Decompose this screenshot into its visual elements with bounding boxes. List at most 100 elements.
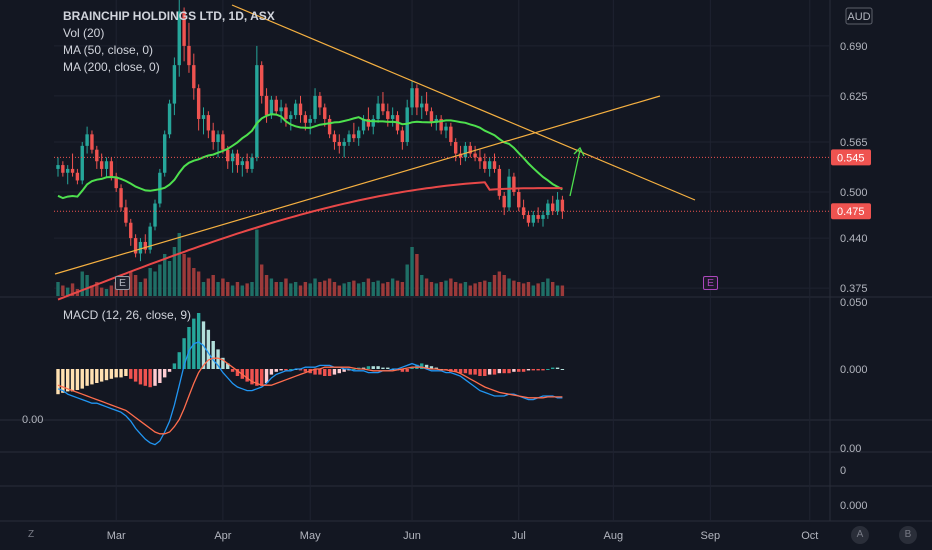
candle-body xyxy=(420,103,424,108)
volume-bar xyxy=(454,282,458,296)
macd-histogram-bar xyxy=(526,369,531,371)
macd-histogram-bar xyxy=(70,369,75,392)
candle-body xyxy=(138,241,143,254)
volume-bar xyxy=(279,282,283,296)
candle-body xyxy=(221,134,225,150)
candle-body xyxy=(560,199,565,212)
candle-body xyxy=(245,161,249,169)
volume-bar xyxy=(95,282,99,296)
macd-histogram-bar xyxy=(196,313,201,369)
candle-body xyxy=(478,157,482,162)
volume-bar xyxy=(415,254,419,296)
volume-bar xyxy=(196,271,201,296)
macd-histogram-bar xyxy=(235,369,240,376)
candle-body xyxy=(512,176,516,192)
macd-histogram-bar xyxy=(347,369,351,371)
macd-histogram-bar xyxy=(366,366,371,369)
volume-bar xyxy=(526,282,531,296)
candle-body xyxy=(158,172,162,204)
candle-body xyxy=(230,153,235,162)
candle-body xyxy=(274,99,278,112)
candle-body xyxy=(541,215,545,219)
descending-trendline xyxy=(231,4,696,201)
candle-body xyxy=(163,134,167,173)
zoom-button[interactable]: Z xyxy=(27,529,35,540)
candle-body xyxy=(187,45,191,66)
candle-body xyxy=(104,161,109,169)
time-tick-label: Jun xyxy=(403,530,421,542)
macd-histogram-bar xyxy=(216,349,220,369)
candle-body xyxy=(444,126,448,131)
ma200-line xyxy=(57,181,563,301)
candle-body xyxy=(109,161,114,177)
volume-bar xyxy=(390,278,395,296)
macd-histogram-bar xyxy=(177,352,181,369)
macd-histogram-bar xyxy=(478,369,482,376)
candle-body xyxy=(99,161,104,169)
candle-body xyxy=(269,99,274,116)
candle-body xyxy=(308,118,312,123)
candle-body xyxy=(390,115,395,119)
volume-bar xyxy=(61,285,65,296)
earnings-marker-past[interactable]: E xyxy=(115,276,131,290)
macd-histogram-bar xyxy=(75,369,80,390)
macd-histogram-bar xyxy=(551,367,555,369)
candle-body xyxy=(196,88,201,119)
candle-body xyxy=(507,176,511,208)
price-tick-label: 0.500 xyxy=(840,187,868,199)
candle-body xyxy=(536,215,540,219)
macd-tick-label: 0.00 xyxy=(840,443,861,455)
candle-body xyxy=(279,107,283,112)
scale-mode-button[interactable]: B xyxy=(899,526,917,544)
auto-scale-button[interactable]: A xyxy=(851,526,869,544)
candle-body xyxy=(70,168,75,173)
candle-body xyxy=(318,95,322,108)
macd-histogram-bar xyxy=(458,369,463,374)
indicator-volume[interactable]: Vol (20) xyxy=(63,26,105,40)
grid-lines xyxy=(0,0,932,522)
candle-body xyxy=(61,165,65,173)
candle-body xyxy=(332,134,337,143)
macd-histogram-bar xyxy=(473,369,477,375)
volume-bar xyxy=(361,282,366,296)
volume-bar xyxy=(434,283,438,296)
candle-body xyxy=(487,161,492,169)
candle-body xyxy=(376,103,380,119)
macd-histogram-bar xyxy=(211,341,215,369)
chart-legend: BRAINCHIP HOLDINGS LTD, 1D, ASX Vol (20)… xyxy=(63,8,275,76)
indicator-ma50[interactable]: MA (50, close, 0) xyxy=(63,43,154,57)
macd-histogram-bar xyxy=(386,367,390,369)
macd-tick-label: 0.000 xyxy=(840,364,868,376)
earnings-marker-future[interactable]: E xyxy=(703,276,719,290)
macd-histogram-bar xyxy=(507,369,511,374)
time-tick-label: Mar xyxy=(107,530,126,542)
moving-averages xyxy=(57,113,563,301)
volume-bar xyxy=(192,268,196,296)
macd-histogram-bar xyxy=(313,369,317,375)
volume-bar xyxy=(177,233,181,296)
candle-body xyxy=(458,153,463,158)
macd-histogram-bar xyxy=(492,369,497,375)
macd-histogram-bar xyxy=(536,369,540,371)
volume-bar xyxy=(104,289,109,296)
macd-histogram-bar xyxy=(158,369,162,383)
candle-body xyxy=(153,203,157,227)
macd-histogram-bar xyxy=(255,369,259,386)
macd-histogram-bar xyxy=(226,363,230,369)
candle-body xyxy=(250,157,254,169)
candle-body xyxy=(240,161,244,166)
volume-bar xyxy=(264,275,269,296)
macd-histogram-bar xyxy=(512,369,516,372)
macd-legend[interactable]: MACD (12, 26, close, 9) xyxy=(63,308,192,322)
macd-histogram-bar xyxy=(245,369,249,382)
candle-body xyxy=(85,134,89,146)
volume-bar xyxy=(85,275,89,296)
candle-body xyxy=(424,103,429,112)
indicator-ma200[interactable]: MA (200, close, 0) xyxy=(63,60,160,74)
volume-bar xyxy=(468,285,472,296)
macd-histogram-bar xyxy=(119,369,123,378)
macd-histogram-bar xyxy=(405,369,409,372)
volume-bar xyxy=(376,280,380,296)
macd-histogram-bar xyxy=(264,369,269,383)
